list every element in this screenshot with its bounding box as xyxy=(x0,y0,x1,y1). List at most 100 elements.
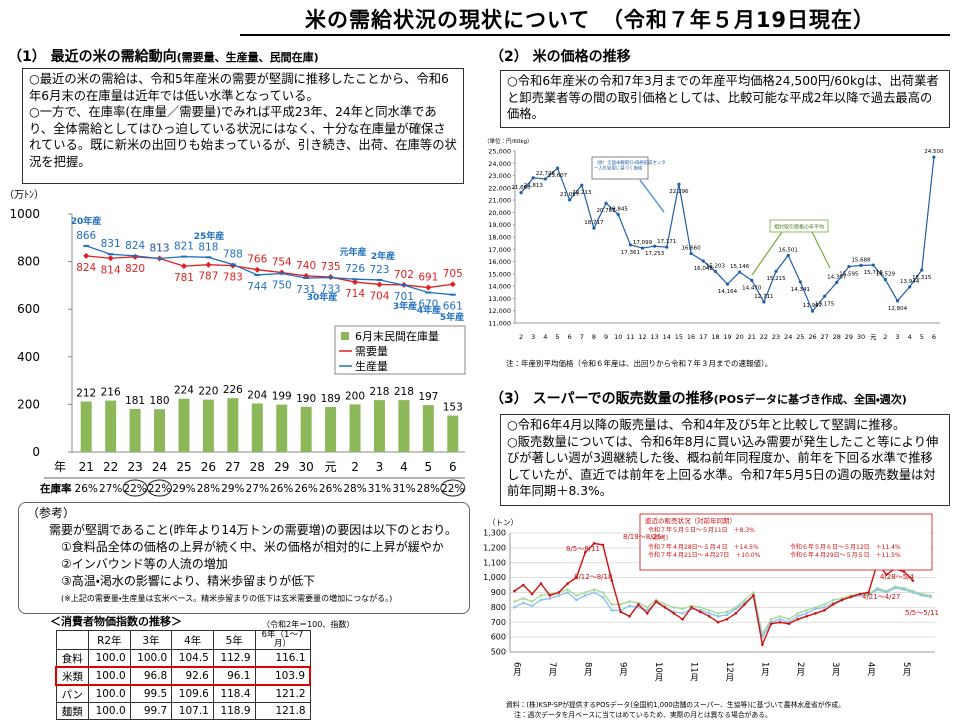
marker xyxy=(893,585,897,588)
line-label: 866 xyxy=(76,230,96,242)
legend-label: 需要量 xyxy=(355,345,388,358)
marker xyxy=(849,595,853,599)
text-box: ○令和6年産米の令和7年3月までの年産平均価格24,500円/60kgは、出荷業… xyxy=(500,70,950,128)
ratio-value: 26% xyxy=(75,483,98,495)
marker xyxy=(278,269,285,276)
data-label: 12,804 xyxy=(888,306,908,312)
marker xyxy=(752,591,755,594)
x-tick-label: 29 xyxy=(845,333,853,341)
ratio-label: 在庫率 xyxy=(40,482,72,495)
marker xyxy=(616,212,620,216)
line-label: 704 xyxy=(369,290,389,302)
marker xyxy=(787,622,791,626)
annotation: 5年産 xyxy=(440,311,464,323)
cell: 118.9 xyxy=(212,702,256,720)
data-label: 14,307 xyxy=(827,274,847,280)
bar xyxy=(325,407,337,452)
ref-lead: 需要が堅調であること(昨年より14万トンの需要増)の要因は以下のとおり。 xyxy=(49,523,458,537)
line-label: 821 xyxy=(174,241,194,253)
marker xyxy=(867,591,870,594)
marker xyxy=(725,282,730,286)
annotation: 元年産 xyxy=(339,246,366,258)
y-tick-label: 14,000 xyxy=(488,283,511,291)
marker xyxy=(557,591,560,594)
marker xyxy=(566,591,569,594)
x-tick-label: 6月 xyxy=(511,662,521,677)
x-tick-label: 11月 xyxy=(689,662,699,682)
x-tick-label: 28 xyxy=(833,333,841,341)
marker xyxy=(205,261,212,268)
marker xyxy=(583,551,587,554)
ratio-value: 27% xyxy=(246,483,269,495)
line-label: 831 xyxy=(101,238,121,250)
section-heading: （3） スーパーでの販売数量の推移(POSデータに基づき作成、全国・週次) xyxy=(490,388,907,408)
data-label: 18,717 xyxy=(584,220,604,226)
marker xyxy=(539,598,543,602)
marker xyxy=(885,589,888,593)
marker xyxy=(911,579,915,582)
heading-text: （3） スーパーでの販売数量の推移 xyxy=(490,391,714,407)
y-tick-label: 1000 xyxy=(9,207,40,221)
marker xyxy=(876,586,879,590)
section-heading: （1） 最近の米の需給動向(需要量、生産量、民間在庫) xyxy=(8,46,319,66)
cell: 米類 xyxy=(55,666,90,686)
line xyxy=(520,157,935,313)
y-tick-label: 1,200 xyxy=(483,543,506,552)
marker xyxy=(654,601,658,605)
marker xyxy=(743,598,746,602)
bar-label: 200 xyxy=(345,390,365,402)
y-tick-label: 22,000 xyxy=(488,184,511,192)
legend-label: 6月末民間在庫量 xyxy=(355,329,439,343)
line-label: 705 xyxy=(443,268,463,280)
line-label: 723 xyxy=(369,264,389,276)
cell: 100.0 xyxy=(88,684,131,703)
x-axis-label: 年 xyxy=(54,460,66,474)
marker xyxy=(156,257,163,260)
marker xyxy=(575,598,578,602)
chart-source: 資料：(株)KSP-SPが提供するPOSデータ(全国約1,000店舗のスーパー、… xyxy=(506,700,845,709)
y-tick-label: 900 xyxy=(491,588,506,597)
marker xyxy=(814,607,817,611)
inset-box xyxy=(639,513,933,571)
line xyxy=(86,245,453,296)
line-label: 814 xyxy=(101,264,121,276)
marker xyxy=(867,594,870,597)
cell: 121.8 xyxy=(254,702,311,720)
data-label: 14,529 xyxy=(876,272,896,278)
x-tick-label: 29 xyxy=(274,460,289,474)
x-tick-label: 4月 xyxy=(866,662,876,677)
marker xyxy=(743,601,746,605)
ratio-value: 22% xyxy=(441,483,464,495)
marker xyxy=(786,253,790,258)
x-tick-label: 4 xyxy=(543,333,547,341)
ref-item: ②インバウンド等の人流の増加 xyxy=(61,557,228,571)
table-row: パン 100.0 99.5 109.6 118.4 121.2 xyxy=(55,684,311,703)
marker xyxy=(519,191,523,195)
ratio-value: 22% xyxy=(123,483,146,495)
inset-line: 令和７年５月５日～５月11日 ＋8.3% xyxy=(648,526,755,534)
marker xyxy=(831,601,835,605)
bullet: ○一方で、在庫率(在庫量／需要量)でみれば平成23年、24年と同水準であり、全体… xyxy=(29,105,457,169)
marker xyxy=(920,592,924,596)
table-title: ＜消費者物価指数の推移＞ xyxy=(50,615,182,628)
annotation: 8/12～8/18 xyxy=(574,573,612,581)
marker xyxy=(883,278,887,282)
x-tick-label: 15 xyxy=(675,333,683,341)
marker xyxy=(583,591,587,594)
marker xyxy=(716,620,720,624)
bar xyxy=(373,400,385,452)
cell: 118.4 xyxy=(212,684,256,703)
cell: 96.8 xyxy=(129,666,173,686)
marker xyxy=(847,264,851,269)
cell: 107.1 xyxy=(171,702,214,720)
marker xyxy=(592,542,596,545)
y-tick-label: 15,000 xyxy=(488,270,511,278)
x-tick-label: 3月 xyxy=(830,662,840,677)
marker xyxy=(645,606,649,609)
marker xyxy=(908,285,912,289)
marker xyxy=(530,600,534,603)
y-axis-label: （単位：円/60kg） xyxy=(484,137,533,145)
line-label: 714 xyxy=(345,288,365,300)
y-axis-label: （万ﾄﾝ） xyxy=(4,189,44,201)
line-label: 731 xyxy=(296,284,316,296)
